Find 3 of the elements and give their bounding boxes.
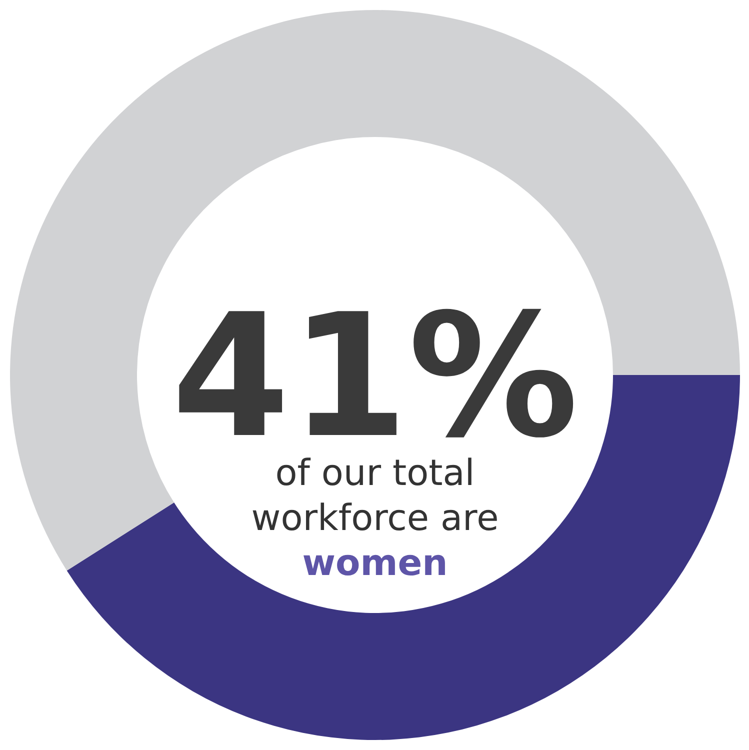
text: workforce are [251, 498, 499, 539]
text: of our total [275, 453, 475, 494]
slice-label: women [302, 543, 448, 584]
